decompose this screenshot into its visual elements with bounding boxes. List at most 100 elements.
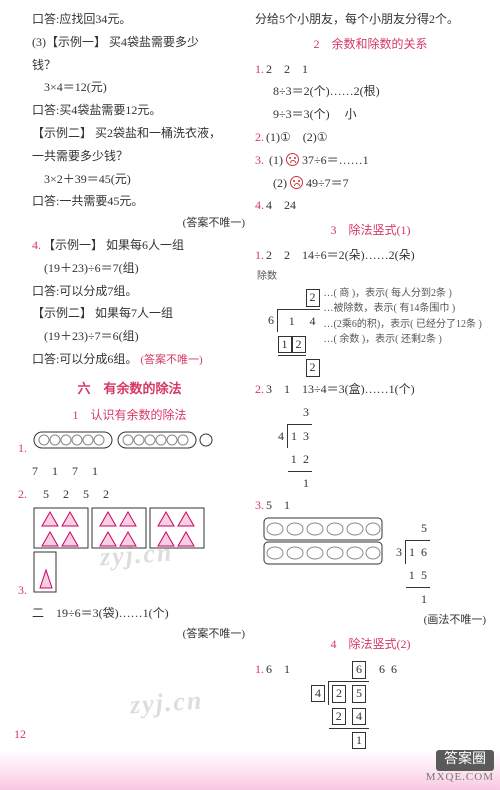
text-line: 口答:可以分成7组。 xyxy=(14,280,245,303)
val: 7 xyxy=(32,460,38,483)
subsection-4-title: 4 除法竖式(2) xyxy=(255,633,486,656)
page-columns: 口答:应找回34元。 (3)【示例一】 买4袋盐需要多少 钱？ 3×4＝12(元… xyxy=(0,0,500,751)
r2: 2.(1)① (2)① xyxy=(255,126,486,149)
val: 5 xyxy=(83,483,89,506)
note: …( 商 )，表示( 每人分到2条 ) xyxy=(324,286,482,302)
box: 4 xyxy=(352,708,366,726)
part: (2) xyxy=(273,176,287,190)
item-number: 1. xyxy=(255,62,264,76)
math-line: 3×2＋39＝45(元) xyxy=(14,168,245,191)
item-number: 1. xyxy=(255,248,264,262)
val: 2 xyxy=(103,483,109,506)
watermark: zyj.cn xyxy=(99,537,174,572)
vals: (1)① (2)① xyxy=(266,130,328,144)
item-number: 2. xyxy=(18,483,27,506)
item-number: 1. xyxy=(18,441,27,455)
q1-values: 7 1 7 1 xyxy=(14,460,245,483)
sad-face-icon xyxy=(286,153,299,166)
longdiv-boxes: 666 425 24 1 xyxy=(308,658,401,751)
box: 2 xyxy=(332,708,346,726)
subsection-2-title: 2 余数和除数的关系 xyxy=(255,33,486,56)
longdiv-13-4: 3 413 12 1 xyxy=(275,401,312,494)
r3b: (2) 49÷7＝7 xyxy=(255,172,486,195)
val: 7 xyxy=(72,460,78,483)
vals: 3 1 13÷4＝3(盒)……1(个) xyxy=(266,382,415,396)
page-number: 12 xyxy=(14,727,26,742)
text-line: 分给5个小朋友，每个小朋友分得2个。 xyxy=(255,8,486,31)
box: 5 xyxy=(352,685,366,703)
r3a: 3. (1) 37÷6＝……1 xyxy=(255,149,486,172)
box: 1 xyxy=(352,732,366,750)
item-number: 3. xyxy=(255,153,264,167)
r1: 1.2 2 1 xyxy=(255,58,486,81)
math-line: 3×4＝12(元) xyxy=(14,76,245,99)
text-line: 【示例二】 买2袋盐和一桶洗衣液， xyxy=(14,122,245,145)
item-number: 2. xyxy=(255,130,264,144)
sad-face-icon xyxy=(290,176,303,189)
longdiv-16-3: 5 316 15 1 xyxy=(393,517,430,610)
text-line: 钱？ xyxy=(14,54,245,77)
divisor-label: 除数 xyxy=(255,267,486,286)
left-column: 口答:应找回34元。 (3)【示例一】 买4袋盐需要多少 钱？ 3×4＝12(元… xyxy=(14,8,245,751)
s3q2: 2.3 1 13÷4＝3(盒)……1(个) xyxy=(255,378,486,401)
section-6-title: 六 有余数的除法 xyxy=(14,377,245,402)
s3q3-row: 5 316 15 1 xyxy=(255,517,486,610)
box: 6 xyxy=(352,661,366,679)
q2-values: 2. 5 2 5 2 xyxy=(14,483,245,506)
item-number: 3. xyxy=(18,583,27,597)
vals: 4 24 xyxy=(266,198,296,212)
val: 2 xyxy=(63,483,69,506)
watermark: zyj.cn xyxy=(129,685,204,720)
eq: 37÷6＝……1 xyxy=(302,153,369,167)
vals: 2 2 14÷6＝2(朵)……2(朵) xyxy=(266,248,415,262)
item-number: 1. xyxy=(255,662,264,676)
item-number: 4. xyxy=(255,198,264,212)
subsection-3-title: 3 除法竖式(1) xyxy=(255,219,486,242)
item-number: 4. xyxy=(32,238,41,252)
note: …( 余数 )，表示( 还剩2条 ) xyxy=(324,332,482,348)
q3-answer: 二 19÷6＝3(袋)……1(个) xyxy=(14,602,245,625)
math-line: 9÷3＝3(个) 小 xyxy=(255,103,486,126)
text-line: 【示例二】 如果每7人一组 xyxy=(14,302,245,325)
text: 【示例一】 如果每6人一组 xyxy=(43,238,184,252)
text: 口答:可以分成6组。 xyxy=(32,352,137,366)
longdiv-table: 2 614 12 2 xyxy=(265,286,320,379)
item-number: 3. xyxy=(255,498,264,512)
part: (1) xyxy=(269,153,283,167)
s3q1: 1.2 2 14÷6＝2(朵)……2(朵) xyxy=(255,244,486,267)
math-line: (19＋23)÷6＝7(组) xyxy=(14,257,245,280)
val: 5 xyxy=(43,483,49,506)
eq: 49÷7＝7 xyxy=(306,176,349,190)
text-line: 4.【示例一】 如果每6人一组 xyxy=(14,234,245,257)
v: 6 xyxy=(391,662,397,676)
box: 2 xyxy=(332,685,346,703)
vals: 2 2 1 xyxy=(266,62,308,76)
val: 1 xyxy=(52,460,58,483)
badge-title: 答案圈 xyxy=(436,750,494,771)
pill-group-diagram xyxy=(32,428,222,452)
v: 6 xyxy=(379,662,385,676)
text-line: 口答:应找回34元。 xyxy=(14,8,245,31)
note: …(2乘6的积)，表示( 已经分了12条 ) xyxy=(324,317,482,333)
note: …被除数，表示( 有14条围巾 ) xyxy=(324,301,482,317)
answer-note: (答案不唯一) xyxy=(140,354,202,366)
s4q1: 1.6 1 666 425 24 1 xyxy=(255,658,486,751)
answer-note: (答案不唯一) xyxy=(14,213,245,234)
r4: 4.4 24 xyxy=(255,194,486,217)
source-badge: 答案圈 MXQE.COM xyxy=(426,750,494,784)
answer-note: (画法不唯一) xyxy=(255,610,486,631)
text-line: 口答:买4袋盐需要12元。 xyxy=(14,99,245,122)
vals: 5 1 xyxy=(266,498,290,512)
right-column: 分给5个小朋友，每个小朋友分得2个。 2 余数和除数的关系 1.2 2 1 8÷… xyxy=(255,8,486,751)
math-line: (19＋23)÷7＝6(组) xyxy=(14,325,245,348)
text-line: 口答:可以分成6组。 (答案不唯一) xyxy=(14,348,245,371)
ovals-diagram xyxy=(263,517,383,565)
subsection-1-title: 1 认识有余数的除法 xyxy=(14,404,245,427)
q1-row: 1. xyxy=(14,428,245,460)
item-number: 2. xyxy=(255,382,264,396)
s3q3: 3.5 1 xyxy=(255,494,486,517)
vals: 6 1 xyxy=(266,662,290,676)
box: 4 xyxy=(311,685,325,703)
text-line: (3)【示例一】 买4袋盐需要多少 xyxy=(14,31,245,54)
text-line: 口答:一共需要45元。 xyxy=(14,190,245,213)
